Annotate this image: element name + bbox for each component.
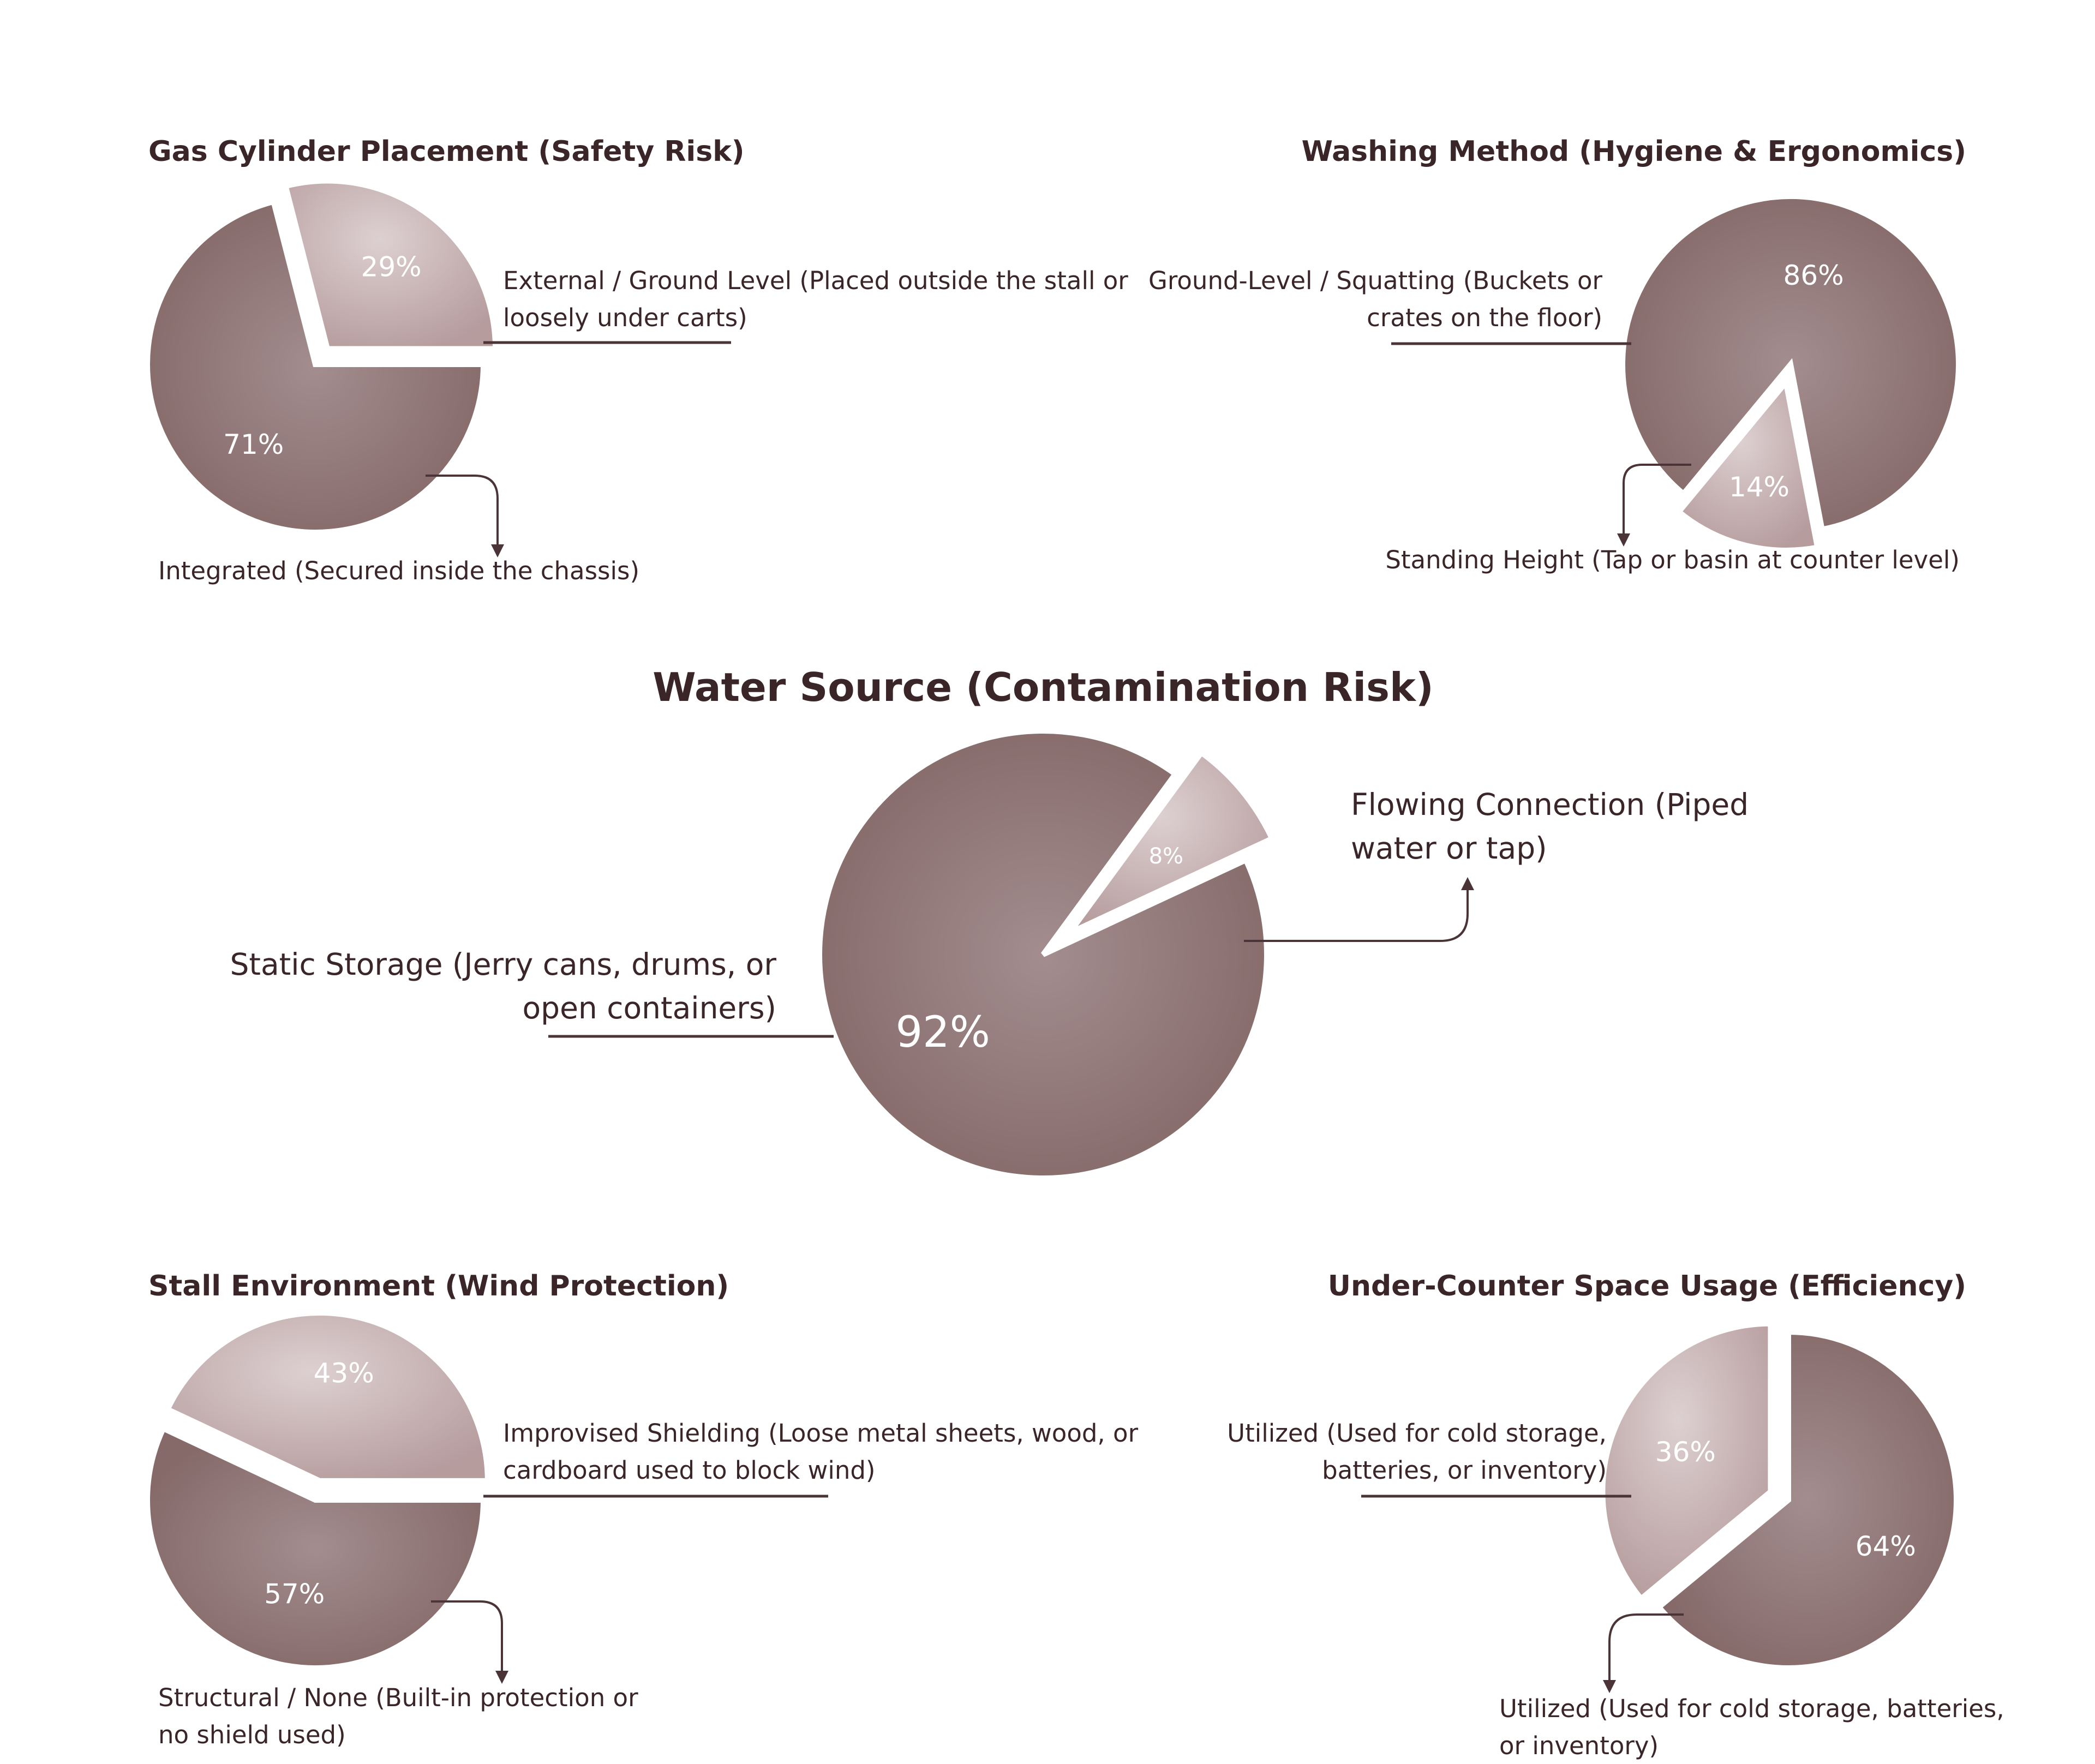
chart-title: Under-Counter Space Usage (Efficiency) [1328, 1270, 1966, 1303]
pie-slice [1655, 1329, 1959, 1671]
slice-category-label: no shield used) [158, 1720, 346, 1749]
pie-chart-1: Gas Cylinder Placement (Safety Risk) 71% 2… [145, 135, 1128, 585]
slice-category-label: Flowing Connection (Piped [1351, 787, 1749, 822]
pie-slice [282, 178, 499, 352]
slice-category-label: crates on the floor) [1367, 303, 1602, 332]
slice-category-label: open containers) [523, 991, 776, 1025]
pie-slice [164, 1310, 490, 1484]
slice-category-label: External / Ground Level (Placed outside … [503, 266, 1128, 295]
pie-slice [817, 728, 1270, 1181]
pie-chart-3: Water Source (Contamination Risk) 92% 8% St… [230, 664, 1749, 1181]
slice-category-label: Standing Height (Tap or basin at counter… [1385, 545, 1960, 574]
leader-arrow [1603, 1613, 1684, 1693]
slice-value-label: 14% [1729, 471, 1789, 503]
slice-category-label: Ground-Level / Squatting (Buckets or [1148, 266, 1602, 295]
slice-value-label: 36% [1655, 1436, 1716, 1468]
slice-value-label: 57% [264, 1578, 325, 1610]
slice-category-label: Integrated (Secured inside the chassis) [158, 556, 639, 585]
pie-slice [145, 1425, 487, 1671]
chart-title: Gas Cylinder Placement (Safety Risk) [148, 135, 745, 168]
slice-value-label: 64% [1855, 1531, 1916, 1562]
slice-category-label: cardboard used to block wind) [503, 1456, 876, 1485]
slice-value-label: 8% [1149, 844, 1183, 869]
pie-slice [1067, 748, 1276, 936]
slice-category-label: or inventory) [1499, 1731, 1659, 1760]
chart-title: Washing Method (Hygiene & Ergonomics) [1302, 135, 1966, 168]
slice-value-label: 29% [361, 251, 422, 283]
slice-category-label: Static Storage (Jerry cans, drums, or [230, 947, 777, 982]
pie-slice [1675, 376, 1821, 553]
slice-category-label: water or tap) [1351, 831, 1547, 866]
pie-chart-5: Under-Counter Space Usage (Efficiency) 64… [1227, 1270, 2004, 1760]
slice-category-label: Improvised Shielding (Loose metal sheets… [503, 1419, 1139, 1448]
pie-slice [1620, 194, 1961, 533]
slice-category-label: Utilized (Used for cold storage, batteri… [1499, 1694, 2004, 1723]
slice-category-label: Structural / None (Built-in protection o… [158, 1683, 638, 1712]
chart-title: Stall Environment (Wind Protection) [148, 1270, 729, 1303]
slice-category-label: loosely under carts) [503, 303, 747, 332]
pie-chart-2: Washing Method (Hygiene & Ergonomics) 86%… [1148, 135, 1966, 574]
leader-arrow [426, 475, 504, 557]
slice-category-label: Utilized (Used for cold storage, [1227, 1419, 1607, 1448]
leader-arrow [431, 1600, 508, 1684]
slice-category-label: batteries, or inventory) [1322, 1456, 1607, 1485]
pie-chart-4: Stall Environment (Wind Protection) 57% 43… [145, 1270, 1139, 1749]
pie-slice [1600, 1321, 1774, 1603]
leader-arrow [1617, 464, 1691, 547]
chart-title: Water Source (Contamination Risk) [653, 664, 1434, 710]
slice-value-label: 43% [314, 1357, 374, 1389]
leader-arrow [1244, 877, 1474, 942]
slice-value-label: 92% [896, 1008, 990, 1057]
pie-slice [145, 198, 487, 535]
slice-value-label: 71% [223, 429, 284, 460]
slice-value-label: 86% [1783, 260, 1844, 291]
